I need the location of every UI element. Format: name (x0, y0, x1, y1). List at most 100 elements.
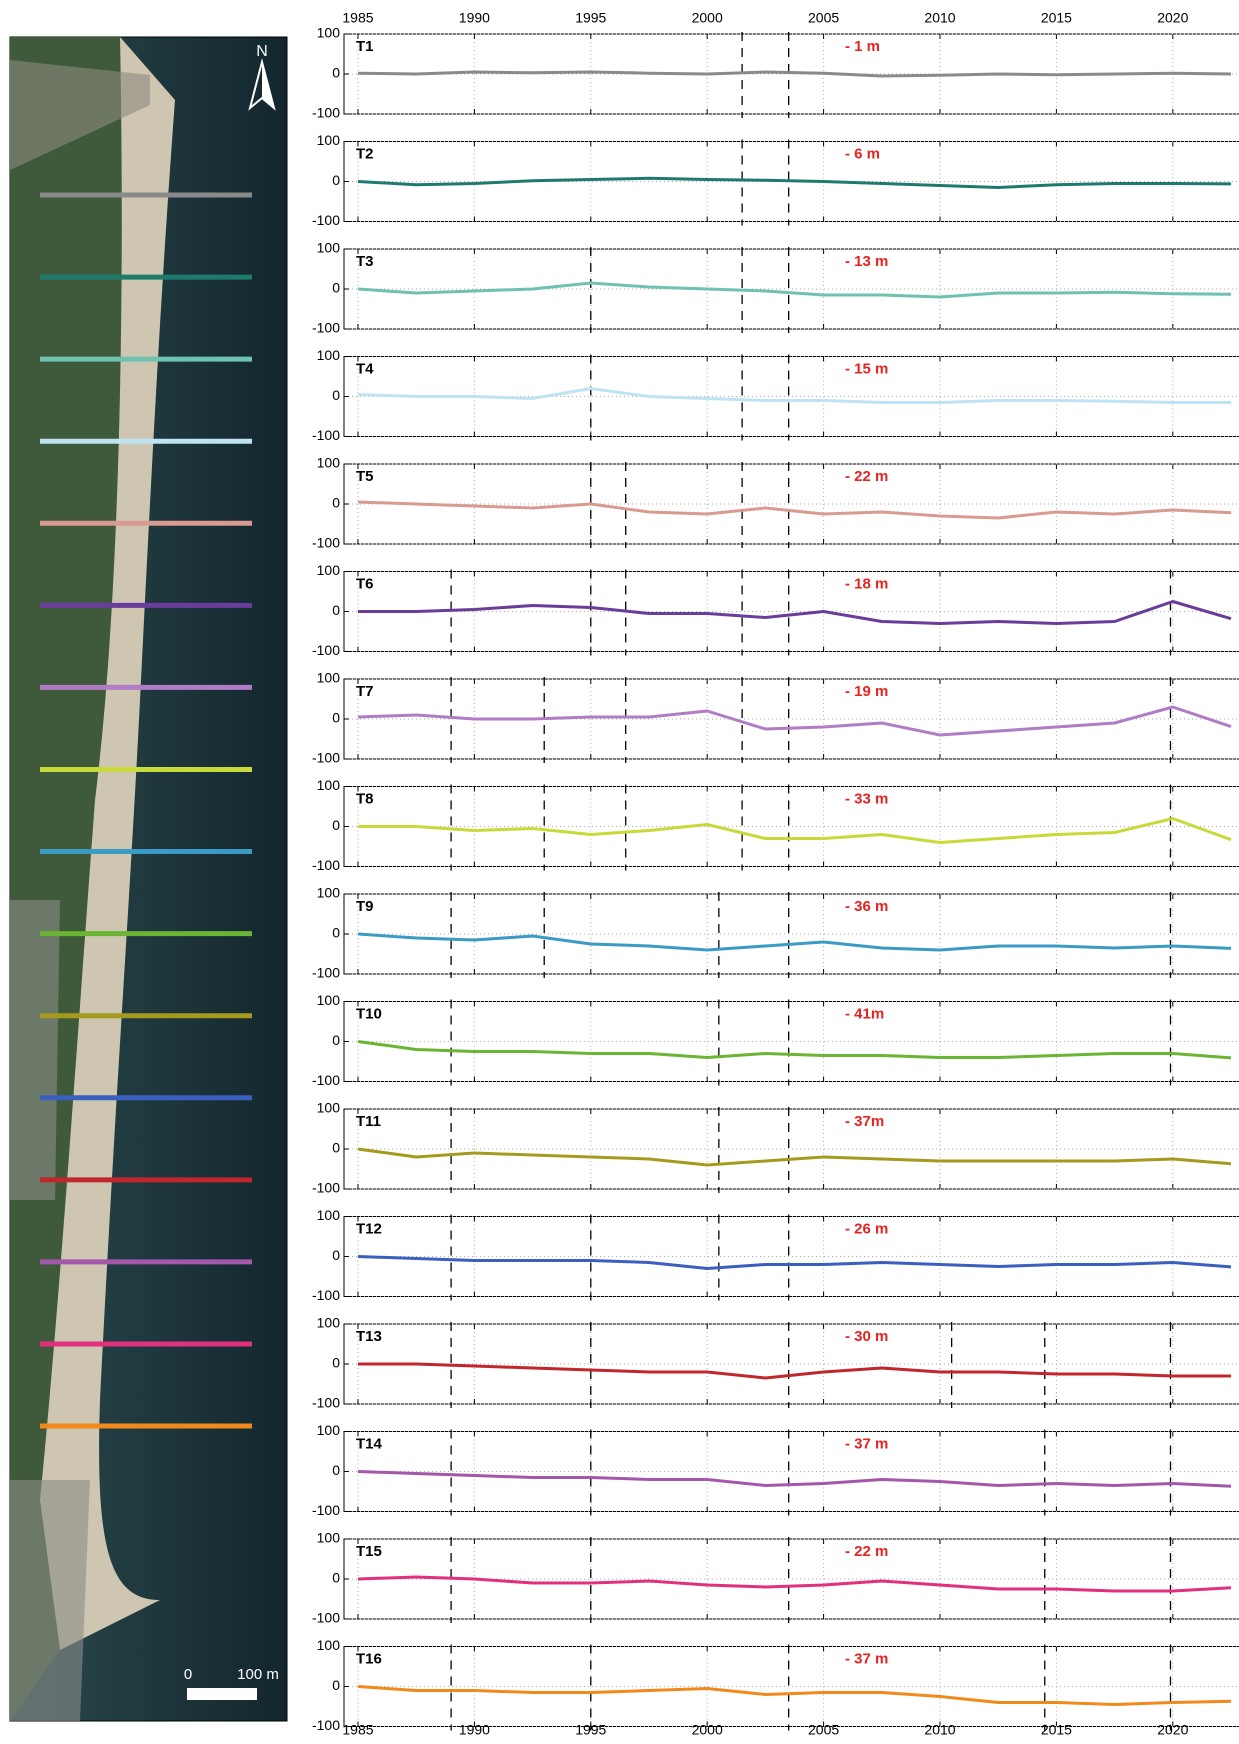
north-arrow-fill (262, 62, 274, 108)
y-tick-label: 100 (317, 1637, 341, 1653)
satellite-map: N 0 100 m (9, 36, 288, 1722)
panel-title: T3 (356, 253, 374, 270)
panel: -100 0 100 T16 - 37 m (312, 1637, 1239, 1733)
y-tick-label: 100 (317, 25, 341, 41)
plot-area (343, 1431, 1239, 1512)
y-tick-label: 100 (317, 1422, 341, 1438)
panel: -100 0 100 T6 - 18 m (312, 562, 1239, 658)
y-tick-label: 100 (317, 1315, 341, 1331)
y-tick-label: -100 (312, 1717, 340, 1733)
y-tick-label: 0 (332, 925, 340, 941)
x-tick-label: 2010 (924, 1722, 955, 1738)
series-line (358, 1362, 1231, 1380)
y-tick-label: 100 (317, 885, 341, 901)
panel-title: T14 (356, 1435, 383, 1452)
series-line (357, 1147, 1232, 1167)
y-tick-label: -100 (312, 1395, 340, 1411)
y-tick-label: 100 (317, 562, 341, 578)
charts: -100 0 100 T1 - 1 m 1985 1990 1995 2000 2005 2010 2… (312, 10, 1239, 1738)
x-tick-label: 2020 (1157, 10, 1188, 26)
y-tick-label: 0 (332, 710, 340, 726)
x-tick-label: 2000 (692, 1722, 723, 1738)
scale-zero: 0 (184, 1666, 192, 1683)
land (10, 37, 122, 1721)
harbor (10, 60, 150, 170)
y-tick-label: 100 (317, 455, 341, 471)
plot-area (343, 1001, 1239, 1082)
change-annotation: - 13 m (845, 253, 888, 270)
panel-title: T9 (356, 898, 374, 915)
panel: -100 0 100 T10 - 41m (312, 992, 1239, 1088)
x-tick-label: 2010 (924, 10, 955, 26)
change-annotation: - 41m (845, 1005, 884, 1022)
port (10, 1480, 90, 1721)
series-line (358, 817, 1232, 844)
x-tick-label: 2015 (1041, 10, 1072, 26)
x-tick-label: 1990 (459, 10, 490, 26)
plot-area (343, 1216, 1239, 1297)
y-tick-label: -100 (312, 750, 340, 766)
change-annotation: - 37 m (845, 1650, 888, 1667)
panel-title: T11 (356, 1113, 381, 1130)
panel-title: T5 (356, 468, 374, 485)
panel-title: T8 (356, 790, 374, 807)
series-line (357, 281, 1232, 299)
y-tick-label: 0 (332, 280, 340, 296)
y-tick-label: -100 (312, 1072, 340, 1088)
panel-title: T4 (356, 360, 374, 377)
series-line (357, 932, 1232, 952)
x-tick-label: 2005 (808, 10, 839, 26)
y-tick-label: -100 (312, 1502, 340, 1518)
series-line (357, 500, 1232, 520)
change-annotation: - 37 m (845, 1435, 888, 1452)
panel: -100 0 100 T12 - 26 m (312, 1207, 1239, 1303)
y-tick-label: 0 (332, 1247, 340, 1263)
panel: -100 0 100 T7 - 19 m (312, 670, 1239, 766)
change-annotation: - 18 m (845, 575, 888, 592)
y-tick-label: 100 (317, 1207, 341, 1223)
y-tick-label: -100 (312, 857, 340, 873)
x-tick-label: 1985 (342, 1722, 373, 1738)
y-tick-label: 100 (317, 777, 341, 793)
panel-title: T1 (356, 38, 374, 55)
plot-area (343, 463, 1239, 545)
y-tick-label: -100 (312, 1287, 340, 1303)
y-tick-label: 0 (332, 602, 340, 618)
panel: -100 0 100 T5 - 22 m (312, 455, 1239, 551)
y-tick-label: -100 (312, 642, 340, 658)
panel-title: T16 (356, 1650, 382, 1667)
x-tick-label: 1995 (575, 10, 606, 26)
y-tick-label: -100 (312, 320, 340, 336)
series-line (357, 1470, 1232, 1488)
change-annotation: - 22 m (845, 468, 888, 485)
y-tick-label: 0 (332, 817, 340, 833)
y-tick-label: 0 (332, 1677, 340, 1693)
panel: -100 0 100 T3 - 13 m (312, 240, 1239, 336)
y-tick-label: 100 (317, 132, 341, 148)
y-tick-label: 0 (332, 1032, 340, 1048)
plot-area (343, 1323, 1239, 1405)
x-tick-label: 1995 (575, 1722, 606, 1738)
panel-title: T2 (356, 145, 374, 162)
y-tick-label: 0 (332, 1140, 340, 1156)
series-line (357, 1255, 1232, 1270)
y-tick-label: 0 (332, 495, 340, 511)
y-tick-label: -100 (312, 105, 340, 121)
y-tick-label: 100 (317, 347, 341, 363)
series-line (358, 600, 1232, 625)
plot-area (343, 1646, 1239, 1727)
scale-length: 100 m (237, 1666, 279, 1683)
panel: -100 0 100 T4 - 15 m (312, 347, 1239, 443)
panel: -100 0 100 T14 - 37 m (312, 1422, 1239, 1518)
y-tick-label: -100 (312, 1180, 340, 1196)
change-annotation: - 15 m (845, 360, 888, 377)
panel-title: T13 (356, 1328, 382, 1345)
y-tick-label: -100 (312, 535, 340, 551)
y-tick-label: 100 (317, 1530, 341, 1546)
change-annotation: - 36 m (845, 898, 888, 915)
plot-area (343, 893, 1239, 975)
x-tick-label: 2015 (1041, 1722, 1072, 1738)
panel: -100 0 100 T1 - 1 m (312, 25, 1239, 121)
